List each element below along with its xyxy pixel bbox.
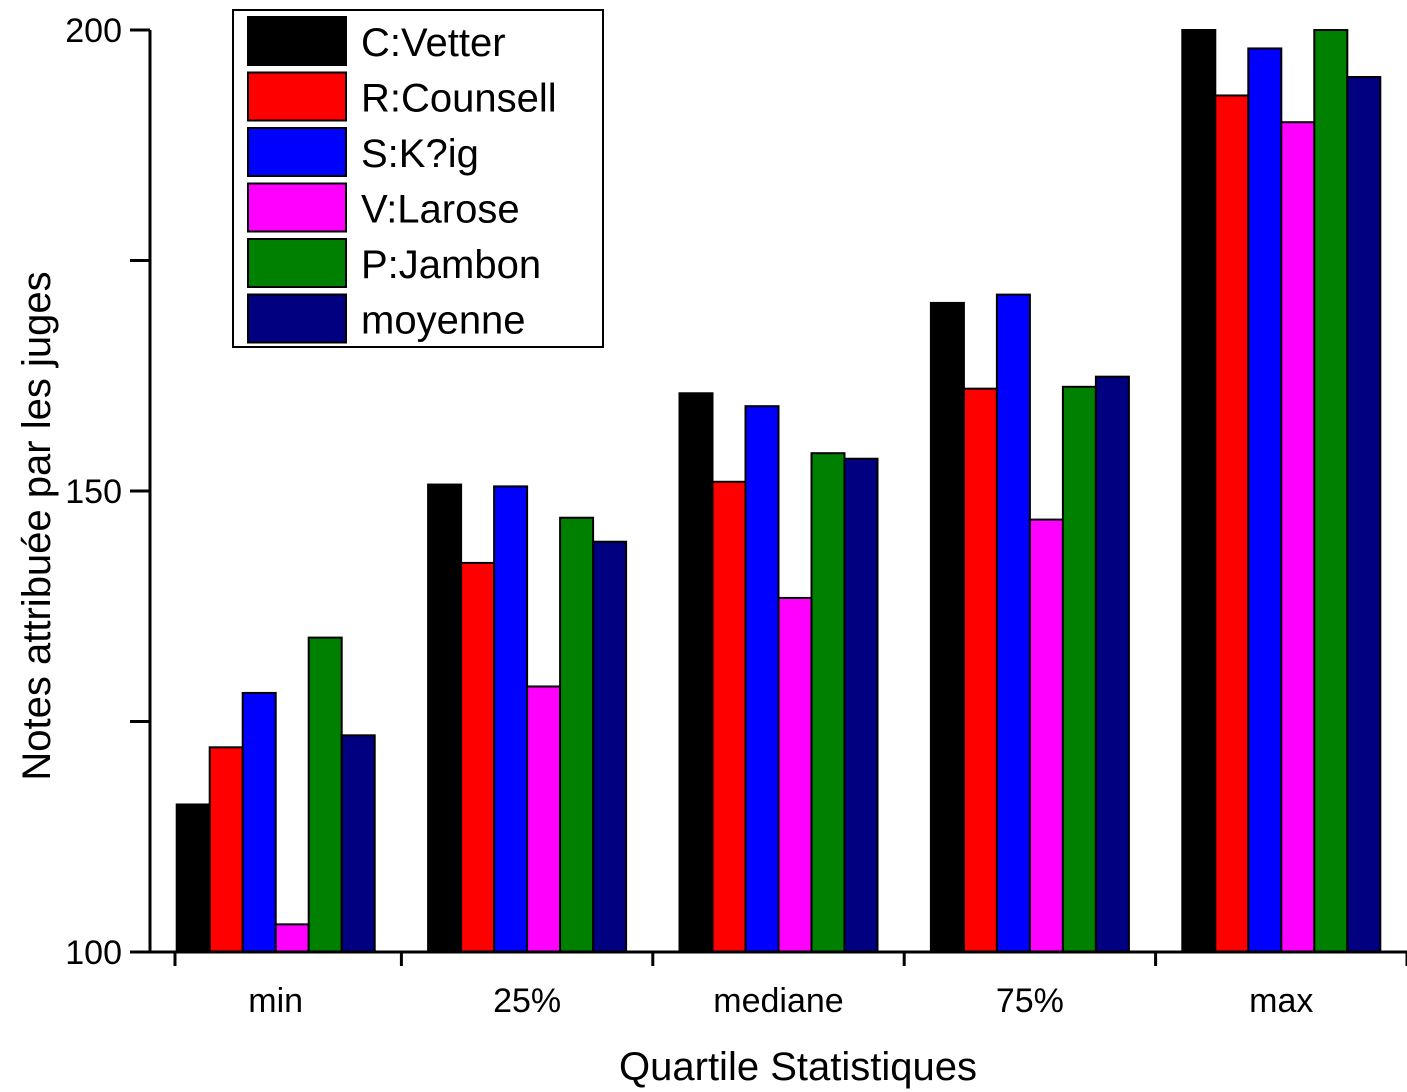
bar-moyenne-25-	[592, 540, 628, 954]
y-tick-label: 200	[65, 12, 122, 50]
bar-moyenne-max	[1346, 76, 1382, 954]
bar-moyenne-mediane	[843, 457, 879, 953]
bar-c-vetter-75-	[929, 301, 965, 953]
legend-label: R:Counsell	[361, 77, 557, 121]
legend-label: C:Vetter	[361, 21, 506, 65]
bar-c-vetter-25-	[427, 483, 463, 953]
legend-frame	[232, 9, 604, 348]
bar-p-jambon-75-	[1061, 385, 1097, 953]
y-tick-label: 150	[65, 473, 122, 511]
bar-r-counsell-max	[1214, 94, 1250, 954]
legend-swatch	[247, 238, 347, 288]
bar-c-vetter-min	[175, 803, 211, 953]
bar-v-larose-max	[1280, 121, 1316, 953]
bar-p-jambon-25-	[559, 516, 595, 953]
legend: C:Vetter R:Counsell S:K?ig V:Larose P:Jambon…	[232, 9, 604, 348]
bar-r-counsell-25-	[460, 561, 496, 954]
legend-swatch	[247, 293, 347, 344]
x-tick-label: 75%	[996, 982, 1064, 1020]
bar-p-jambon-mediane	[810, 452, 846, 953]
legend-swatch	[247, 182, 347, 233]
bar-r-counsell-mediane	[711, 480, 747, 953]
x-tick-label: mediane	[713, 982, 843, 1020]
legend-label: moyenne	[361, 299, 526, 343]
legend-swatch	[247, 127, 347, 177]
bar-v-larose-75-	[1028, 518, 1064, 953]
bar-p-jambon-min	[307, 636, 343, 954]
bar-s-k-ig-max	[1247, 47, 1283, 953]
bars-group	[175, 29, 1382, 954]
bar-s-k-ig-75-	[995, 293, 1031, 953]
bar-r-counsell-min	[208, 746, 244, 953]
x-tick-label: max	[1249, 982, 1313, 1020]
bar-s-k-ig-min	[241, 691, 277, 954]
x-ticks-group: min 25% mediane 75% max	[173, 952, 1407, 1020]
bar-c-vetter-mediane	[678, 392, 714, 953]
legend-swatch	[247, 16, 347, 66]
bar-r-counsell-75-	[962, 387, 998, 953]
legend-label: V:Larose	[361, 188, 520, 232]
bar-s-k-ig-25-	[493, 485, 529, 953]
bar-v-larose-25-	[526, 685, 562, 953]
bar-v-larose-min	[274, 923, 310, 954]
y-tick-label: 100	[65, 934, 122, 972]
x-axis-title: Quartile Statistiques	[619, 1045, 977, 1089]
y-ticks-group: 100 150 200	[65, 12, 150, 972]
bar-moyenne-min	[340, 734, 376, 954]
bar-v-larose-mediane	[777, 596, 813, 954]
legend-swatch	[247, 71, 347, 122]
x-tick-label: 25%	[493, 982, 561, 1020]
y-axis-title: Notes attribuée par les juges	[15, 271, 59, 780]
bar-moyenne-75-	[1094, 375, 1130, 953]
bar-p-jambon-max	[1313, 29, 1349, 953]
legend-label: P:Jambon	[361, 243, 541, 287]
bar-c-vetter-max	[1181, 29, 1217, 953]
x-tick-label: min	[248, 982, 303, 1020]
legend-label: S:K?ig	[361, 132, 479, 176]
bar-s-k-ig-mediane	[744, 405, 780, 953]
